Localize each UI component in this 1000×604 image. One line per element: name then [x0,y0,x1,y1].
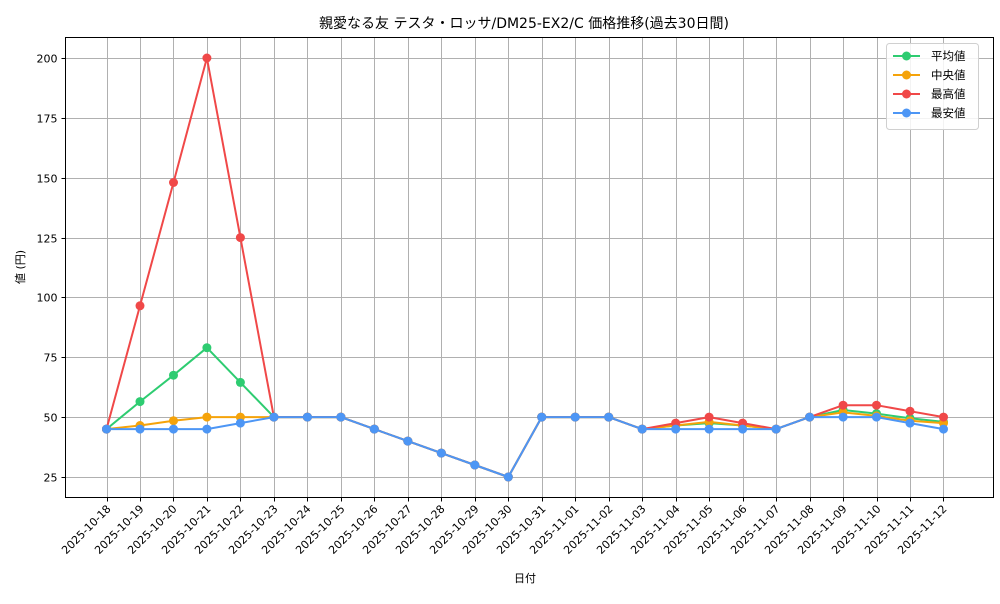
data-point-marker [102,424,111,434]
data-point-marker [872,400,881,410]
data-point-marker [939,412,948,422]
series-3 [102,412,948,482]
data-point-marker [939,424,948,434]
data-point-marker [169,370,178,380]
x-axis-label: 日付 [514,572,536,585]
series-lines [102,53,948,482]
data-point-marker [135,397,145,407]
y-tick-label: 100 [37,292,58,305]
y-tick-label: 50 [44,412,58,425]
y-tick-label: 125 [37,233,58,246]
data-point-marker [805,412,815,422]
plot-area-frame [65,37,994,498]
data-point-marker [336,412,346,422]
data-point-marker [671,424,681,434]
data-point-marker [169,416,178,426]
y-tick-label: 150 [37,173,58,186]
legend-label: 中央値 [931,68,966,82]
data-point-marker [604,412,614,422]
legend-item-2: 最高値 [893,87,966,101]
data-point-marker [905,406,915,416]
data-point-marker [235,377,245,387]
legend-item-1: 中央値 [893,68,966,82]
legend-item-3: 最安値 [893,106,966,120]
data-point-marker [905,418,915,428]
legend-item-0: 平均値 [893,49,966,63]
data-point-marker [302,412,312,422]
data-point-marker [771,424,781,434]
y-axis-label: 値 (円) [14,250,27,284]
legend-label: 平均値 [931,49,966,63]
data-point-marker [135,301,145,311]
data-point-marker [369,424,379,434]
legend-label: 最高値 [931,87,966,101]
legend-label: 最安値 [931,106,966,120]
legend-marker-icon [902,108,911,118]
data-point-marker [135,424,145,434]
data-point-marker [570,412,580,422]
y-tick-label: 75 [44,352,58,365]
data-point-marker [470,460,480,470]
data-point-marker [838,412,848,422]
y-tick-label: 25 [44,472,58,485]
y-axis-ticks: 25 50 75 100 125 150 175 200 [37,53,66,485]
y-tick-label: 200 [37,53,58,66]
data-point-marker [235,233,245,243]
data-point-marker [436,448,446,458]
data-point-marker [838,400,848,410]
data-point-marker [872,412,881,422]
data-point-marker [704,412,714,422]
data-point-marker [202,424,212,434]
data-point-marker [202,412,212,422]
data-point-marker [235,418,245,428]
data-point-marker [202,53,212,63]
legend-marker-icon [902,70,911,80]
legend-marker-icon [902,51,911,61]
data-point-marker [169,424,178,434]
data-point-marker [503,472,513,482]
data-point-marker [738,424,748,434]
data-point-marker [169,178,178,187]
data-point-marker [537,412,547,422]
data-point-marker [202,343,212,353]
y-tick-label: 175 [37,113,58,126]
legend-box [886,43,979,130]
data-point-marker [269,412,279,422]
series-line [106,416,944,478]
legend-marker-icon [902,89,911,99]
data-point-marker [704,424,714,434]
data-point-marker [403,436,413,446]
data-point-marker [637,424,647,434]
chart-title: 親愛なる友 テスタ・ロッサ/DM25-EX2/C 価格推移(過去30日間) [319,16,729,32]
